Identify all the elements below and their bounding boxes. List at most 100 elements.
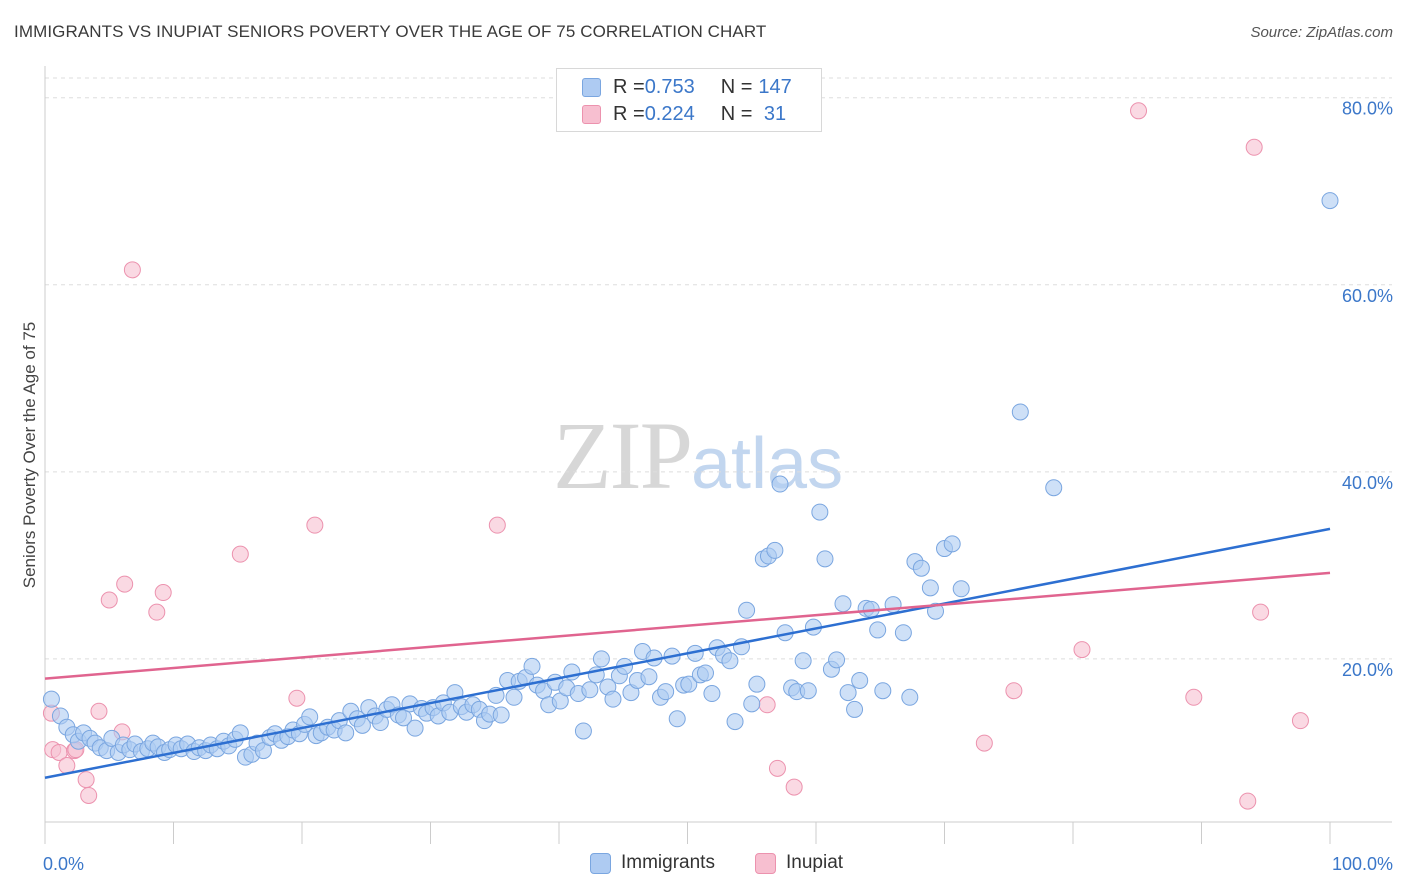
- immigrants-point: [703, 685, 721, 703]
- immigrants-point: [851, 671, 869, 689]
- immigrants-point: [846, 700, 864, 718]
- inupiat-r-label: R =: [613, 102, 645, 125]
- immigrants-point: [874, 682, 892, 700]
- immigrants-point: [869, 621, 887, 639]
- watermark-atlas: atlas: [691, 424, 844, 504]
- axes: [44, 66, 1392, 844]
- gridlines: [45, 77, 1392, 660]
- immigrants-point: [839, 684, 857, 702]
- immigrants-point: [1045, 479, 1063, 497]
- immigrants-point: [828, 651, 846, 669]
- trend-lines: [44, 527, 1331, 779]
- immigrants-point: [492, 706, 510, 724]
- y-tick-label: 20.0%: [1342, 660, 1393, 680]
- x-tick-label-min: 0.0%: [43, 854, 84, 874]
- immigrants-trend-line: [44, 527, 1331, 779]
- inupiat-legend-swatch: [755, 852, 776, 874]
- inupiat-point: [1185, 688, 1203, 706]
- immigrants-r-label: R =: [613, 75, 645, 98]
- inupiat-point: [80, 786, 98, 804]
- zipatlas-watermark: ZIPatlas: [553, 400, 843, 511]
- x-tick-label-max: 100.0%: [1332, 854, 1393, 874]
- inupiat-swatch: [582, 104, 601, 124]
- immigrants-legend-swatch: [590, 852, 611, 874]
- immigrants-n-label: N =: [720, 75, 753, 98]
- immigrants-point: [771, 475, 789, 493]
- immigrants-point: [894, 624, 912, 642]
- chart-title: IMMIGRANTS VS INUPIAT SENIORS POVERTY OV…: [14, 22, 767, 41]
- inupiat-point: [288, 689, 306, 707]
- immigrants-point: [901, 688, 919, 706]
- immigrants-n-value: 147: [758, 75, 792, 98]
- immigrants-point: [1011, 403, 1029, 421]
- inupiat-trend-line: [44, 571, 1331, 680]
- immigrants-point: [799, 682, 817, 700]
- inupiat-point: [785, 778, 803, 796]
- immigrants-point: [766, 541, 784, 559]
- inupiat-point: [123, 261, 141, 279]
- correlation-legend: R = 0.753 N = 147 R = 0.224 N = 31: [556, 68, 822, 132]
- inupiat-point: [116, 575, 134, 593]
- series-legend-immigrants: Immigrants: [590, 852, 715, 874]
- immigrants-point: [748, 675, 766, 693]
- y-axis-title: Seniors Poverty Over the Age of 75: [20, 322, 39, 588]
- inupiat-point: [975, 734, 993, 752]
- immigrants-r-value: 0.753: [644, 75, 695, 98]
- inupiat-point: [1245, 138, 1263, 156]
- inupiat-point: [1291, 712, 1309, 730]
- immigrants-point: [726, 713, 744, 731]
- inupiat-r-value: 0.224: [644, 102, 695, 125]
- inupiat-point: [148, 603, 166, 621]
- source-label: Source: ZipAtlas.com: [1250, 24, 1393, 41]
- inupiat-point: [77, 771, 95, 789]
- immigrants-point: [395, 709, 413, 727]
- y-tick-label: 40.0%: [1342, 473, 1393, 493]
- inupiat-legend-label: Inupiat: [786, 852, 844, 873]
- immigrants-point: [604, 690, 622, 708]
- immigrants-point: [794, 652, 812, 670]
- inupiat-point: [90, 702, 108, 720]
- immigrants-point: [657, 683, 675, 701]
- immigrants-point: [743, 695, 761, 713]
- immigrants-point: [640, 668, 658, 686]
- inupiat-n-label: N =: [720, 102, 753, 125]
- legend-row-immigrants: R = 0.753 N = 147: [582, 75, 792, 99]
- y-tick-label: 60.0%: [1342, 286, 1393, 306]
- inupiat-point: [100, 591, 118, 609]
- inupiat-n-value: 31: [758, 102, 787, 125]
- immigrants-point: [680, 675, 698, 693]
- immigrants-points: [42, 192, 1339, 766]
- inupiat-point: [1073, 641, 1091, 659]
- immigrants-point: [834, 595, 852, 613]
- inupiat-point: [1005, 682, 1023, 700]
- inupiat-point: [231, 545, 249, 563]
- immigrants-point: [337, 724, 355, 742]
- legend-row-inupiat: R = 0.224 N = 31: [582, 102, 786, 126]
- inupiat-point: [758, 696, 776, 714]
- immigrants-point: [721, 652, 739, 670]
- immigrants-point: [952, 580, 970, 598]
- immigrants-legend-label: Immigrants: [621, 852, 715, 873]
- inupiat-point: [306, 516, 324, 534]
- immigrants-point: [1321, 192, 1339, 210]
- inupiat-point: [1252, 603, 1270, 621]
- immigrants-point: [912, 559, 930, 577]
- immigrants-point: [668, 710, 686, 728]
- inupiat-point: [1130, 102, 1148, 120]
- watermark-zip: ZIP: [553, 402, 693, 509]
- inupiat-point: [768, 759, 786, 777]
- inupiat-points: [42, 102, 1309, 810]
- immigrants-point: [943, 535, 961, 553]
- immigrants-point: [811, 503, 829, 521]
- immigrants-point: [523, 657, 541, 675]
- inupiat-point: [1239, 792, 1257, 810]
- inupiat-point: [488, 516, 506, 534]
- immigrants-point: [921, 579, 939, 597]
- immigrants-point: [505, 688, 523, 706]
- immigrants-swatch: [582, 77, 601, 97]
- immigrants-point: [816, 550, 834, 568]
- immigrants-point: [406, 719, 424, 737]
- immigrants-point: [592, 650, 610, 668]
- immigrants-point: [696, 664, 714, 682]
- axis-labels: 20.0% 40.0% 60.0% 80.0% 0.0% 100.0% Seniors Po…: [20, 99, 1393, 874]
